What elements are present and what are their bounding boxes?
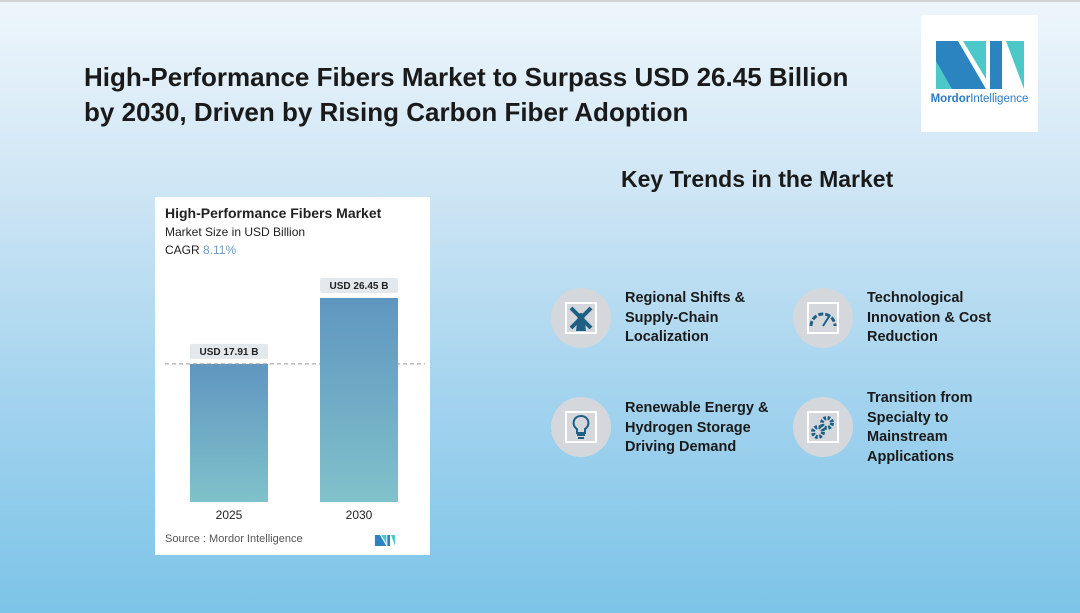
page-title: High-Performance Fibers Market to Surpas…	[84, 62, 849, 127]
bar-2025	[190, 363, 268, 502]
gauge-icon	[807, 302, 839, 334]
source-label: Source :	[165, 533, 206, 545]
gears-icon	[807, 411, 839, 443]
trend-label: Regional Shifts & Supply-Chain Localizat…	[625, 290, 746, 345]
cagr-value: 8.11%	[203, 243, 237, 257]
mordor-intelligence-logo: MordorIntelligence	[921, 15, 1038, 132]
icon-circle	[551, 288, 611, 348]
trends-heading: Key Trends in the Market	[621, 166, 894, 192]
data-label: USD 17.91 B	[200, 347, 259, 358]
x-tick-label: 2025	[216, 508, 243, 522]
trend-label: Transition from Specialty to Mainstream …	[867, 390, 973, 465]
trend-label: Renewable Energy & Hydrogen Storage Driv…	[625, 400, 769, 455]
logo-brand-2: Intelligence	[970, 93, 1029, 105]
data-label: USD 26.45 B	[330, 281, 389, 292]
bar-2030	[320, 298, 398, 502]
icon-circle	[793, 397, 853, 457]
x-tick-label: 2030	[346, 508, 373, 522]
chart-source: Source : Mordor Intelligence	[165, 533, 303, 545]
data-label-bg	[320, 278, 398, 293]
small-logo-icon	[374, 535, 396, 546]
cagr: CAGR 8.11%	[165, 243, 236, 257]
chart-subtitle: Market Size in USD Billion	[165, 225, 306, 239]
data-label-bg	[190, 343, 268, 359]
windmill-icon	[565, 302, 597, 334]
cagr-label: CAGR	[165, 243, 200, 257]
chart-title: High-Performance Fibers Market	[165, 205, 382, 221]
trend-label: Technological Innovation & Cost Reductio…	[867, 290, 992, 345]
chart-card: High-Performance Fibers Market Market Si…	[155, 197, 430, 555]
bar-chart: USD 17.91 B 2025 USD 26.45 B 2030	[165, 278, 425, 522]
source-value: Mordor Intelligence	[209, 533, 303, 545]
lightbulb-icon	[565, 411, 597, 443]
logo-text: MordorIntelligence	[921, 93, 1038, 105]
icon-circle	[793, 288, 853, 348]
icon-circle	[551, 397, 611, 457]
logo-mark-icon	[936, 41, 1024, 89]
logo-brand-1: Mordor	[930, 93, 971, 105]
